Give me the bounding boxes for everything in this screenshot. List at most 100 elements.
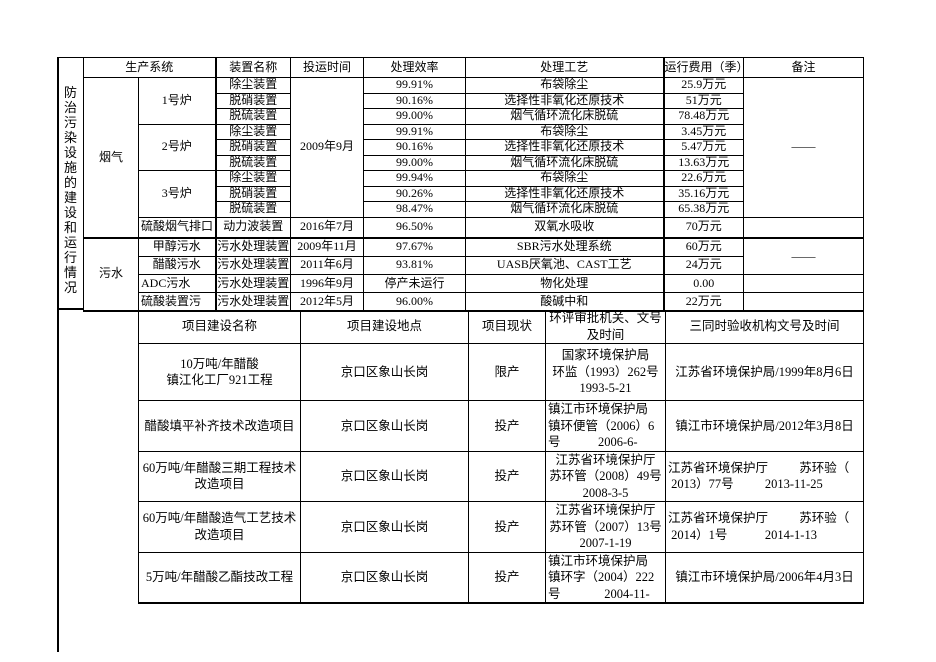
location-cell: 京口区象山长岗 [300, 450, 469, 502]
approval-cell: 国家环境保护局 环监（1993）262号 1993-5-21 [545, 343, 666, 401]
cell-line: 镇江市环境保护局/2012年3月8日 [675, 418, 854, 433]
cell-line: 60万吨/年醋酸造气工艺技术 [142, 511, 297, 526]
cell-line: 苏环管（2008）49号 [549, 469, 662, 483]
table1-header-row: 生产系统 装置名称 投运时间 处理效率 处理工艺 运行费用（季） 备注 [82, 57, 865, 78]
status-cell: 投产 [468, 450, 546, 502]
table-row: 脱硫装置 98.47% 烟气循环流化床脱硫 65.38万元 [84, 201, 864, 218]
process-cell: 酸碱中和 [465, 292, 665, 312]
header-line: 环评审批机关、文号 [549, 311, 662, 325]
label-char: 况 [63, 280, 77, 295]
approval-cell: 镇江市环境保护局 镇环字（2004）222 号 2004-11- [545, 551, 666, 604]
stream-cell: 甲醇污水 [137, 237, 217, 257]
device-cell: 污水处理装置 [214, 273, 292, 294]
remark-cell: —— [743, 77, 865, 218]
stream-cell: 硫酸装置污 [137, 292, 217, 312]
header-project-location: 项目建设地点 [300, 310, 469, 344]
table-row: 3号炉 除尘装置 99.94% 布袋除尘 22.6万元 [84, 170, 864, 218]
stream-cell: 醋酸污水 [137, 255, 217, 275]
cost-cell: 3.45万元 [662, 123, 745, 140]
approval-cell: 江苏省环境保护厅 苏环管（2007）13号 2007-1-19 [545, 501, 666, 553]
location-cell: 京口区象山长岗 [300, 343, 469, 401]
efficiency-cell: 97.67% [363, 237, 467, 257]
status-cell: 投产 [468, 400, 546, 452]
cell-line: 2007-1-19 [579, 536, 632, 550]
efficiency-cell: 96.00% [363, 292, 467, 312]
cell-line: 镇江市环境保护局/2006年4月3日 [675, 570, 854, 584]
table-row: 烟气 1号炉 除尘装置 2009年9月 99.91% 布袋除尘 25.9万元 —… [83, 77, 865, 239]
cell-line: 苏环管（2007）13号 [549, 519, 662, 534]
cell-line: 10万吨/年醋酸 [180, 356, 259, 371]
table-divider-line [57, 308, 84, 310]
status-cell: 投产 [468, 551, 546, 604]
empty-remark-cell [743, 273, 865, 294]
group-cell-flue-gas: 烟气 [83, 77, 139, 239]
cost-cell: 13.63万元 [662, 154, 745, 171]
empty-remark-cell [743, 292, 865, 312]
table-row: 醋酸填平补齐技术改造项目 京口区象山长岗 投产 镇江市环境保护局 镇环便管（20… [138, 400, 864, 452]
label-char: 染 [63, 130, 77, 145]
cell-line: 镇环便管（2006）6 [548, 418, 655, 433]
header-project-status: 项目现状 [468, 310, 546, 344]
device-cell: 脱硝装置 [214, 92, 292, 109]
acceptance-cell: 江苏省环境保护厅 苏环验（ 2014）1号 2014-1-13 [665, 501, 864, 553]
table-row: 脱硫装置 99.00% 烟气循环流化床脱硫 78.48万元 [84, 108, 864, 125]
acceptance-cell: 江苏省环境保护厅 苏环验（ 2013）77号 2013-11-25 [665, 450, 864, 502]
time-cell: 2011年6月 [290, 255, 365, 275]
device-cell: 脱硫装置 [214, 108, 292, 125]
time-cell: 2009年9月 [290, 77, 365, 218]
cell-line: 5万吨/年醋酸乙酯技改工程 [145, 570, 294, 584]
cell-line: 改造项目 [194, 477, 245, 492]
device-cell: 脱硫装置 [214, 154, 292, 171]
process-cell: 选择性非氧化还原技术 [465, 185, 665, 202]
process-cell: 布袋除尘 [465, 123, 665, 140]
cell-line: 号 2004-11- [548, 586, 650, 601]
header-device-name: 装置名称 [214, 57, 292, 78]
label-char: 情 [63, 265, 77, 280]
device-cell: 污水处理装置 [214, 292, 292, 312]
cost-cell: 5.47万元 [662, 139, 745, 156]
header-project-name: 项目建设名称 [138, 310, 301, 344]
location-cell: 京口区象山长岗 [300, 551, 469, 604]
cell-line: 国家环境保护局 [561, 348, 650, 363]
cost-cell: 22万元 [662, 292, 745, 312]
cell-line: 江苏省环境保护厅 苏环验（ [668, 511, 850, 526]
process-cell: 选择性非氧化还原技术 [465, 92, 665, 109]
process-cell: 物化处理 [465, 273, 665, 294]
label-char: 治 [63, 100, 77, 115]
furnace-cell: 2号炉 [137, 123, 217, 171]
label-char: 和 [63, 220, 77, 235]
cell-line: 镇环字（2004）222 [548, 570, 655, 584]
header-remark: 备注 [743, 57, 865, 78]
outlet-cell: 硫酸烟气排口 [137, 216, 217, 239]
table-row: 硫酸装置污 污水处理装置 2012年5月 96.00% 酸碱中和 22万元 [84, 292, 865, 312]
efficiency-cell: 99.91% [363, 77, 467, 94]
device-cell: 污水处理装置 [214, 255, 292, 275]
status-cell: 投产 [468, 501, 546, 553]
efficiency-cell: 99.00% [363, 154, 467, 171]
device-cell: 除尘装置 [214, 170, 292, 187]
cell-line: 江苏省环境保护局/1999年8月6日 [675, 364, 854, 379]
remark-cell: —— [743, 237, 865, 275]
header-acceptance: 三同时验收机构文号及时间 [665, 310, 864, 344]
project-name-cell: 60万吨/年醋酸造气工艺技术 改造项目 [138, 501, 301, 553]
status-cell: 限产 [468, 343, 546, 401]
cell-line: 江苏省环境保护厅 [555, 452, 656, 467]
project-name-cell: 10万吨/年醋酸 镇江化工厂921工程 [138, 343, 301, 401]
table2-header-row: 项目建设名称 项目建设地点 项目现状 环评审批机关、文号 及时间 三同时验收机构… [138, 310, 864, 344]
label-char: 施 [63, 160, 77, 175]
header-eia-approval: 环评审批机关、文号 及时间 [545, 310, 666, 344]
cell-line: 2013）77号 2013-11-25 [668, 477, 823, 492]
empty-remark-cell [743, 216, 865, 239]
table-row: ADC污水 污水处理装置 1996年9月 停产未运行 物化处理 0.00 [84, 273, 865, 294]
cost-cell: 25.9万元 [662, 77, 745, 94]
efficiency-cell: 93.81% [363, 255, 467, 275]
time-cell: 2009年11月 [290, 237, 365, 257]
header-cost: 运行费用（季） [662, 57, 745, 78]
device-cell: 污水处理装置 [214, 237, 292, 257]
efficiency-cell: 停产未运行 [363, 273, 467, 294]
furnace-cell: 3号炉 [137, 170, 217, 218]
efficiency-cell: 90.16% [363, 139, 467, 156]
device-cell: 除尘装置 [214, 123, 292, 140]
table-row: 60万吨/年醋酸造气工艺技术 改造项目 京口区象山长岗 投产 江苏省环境保护厅 … [138, 501, 864, 553]
